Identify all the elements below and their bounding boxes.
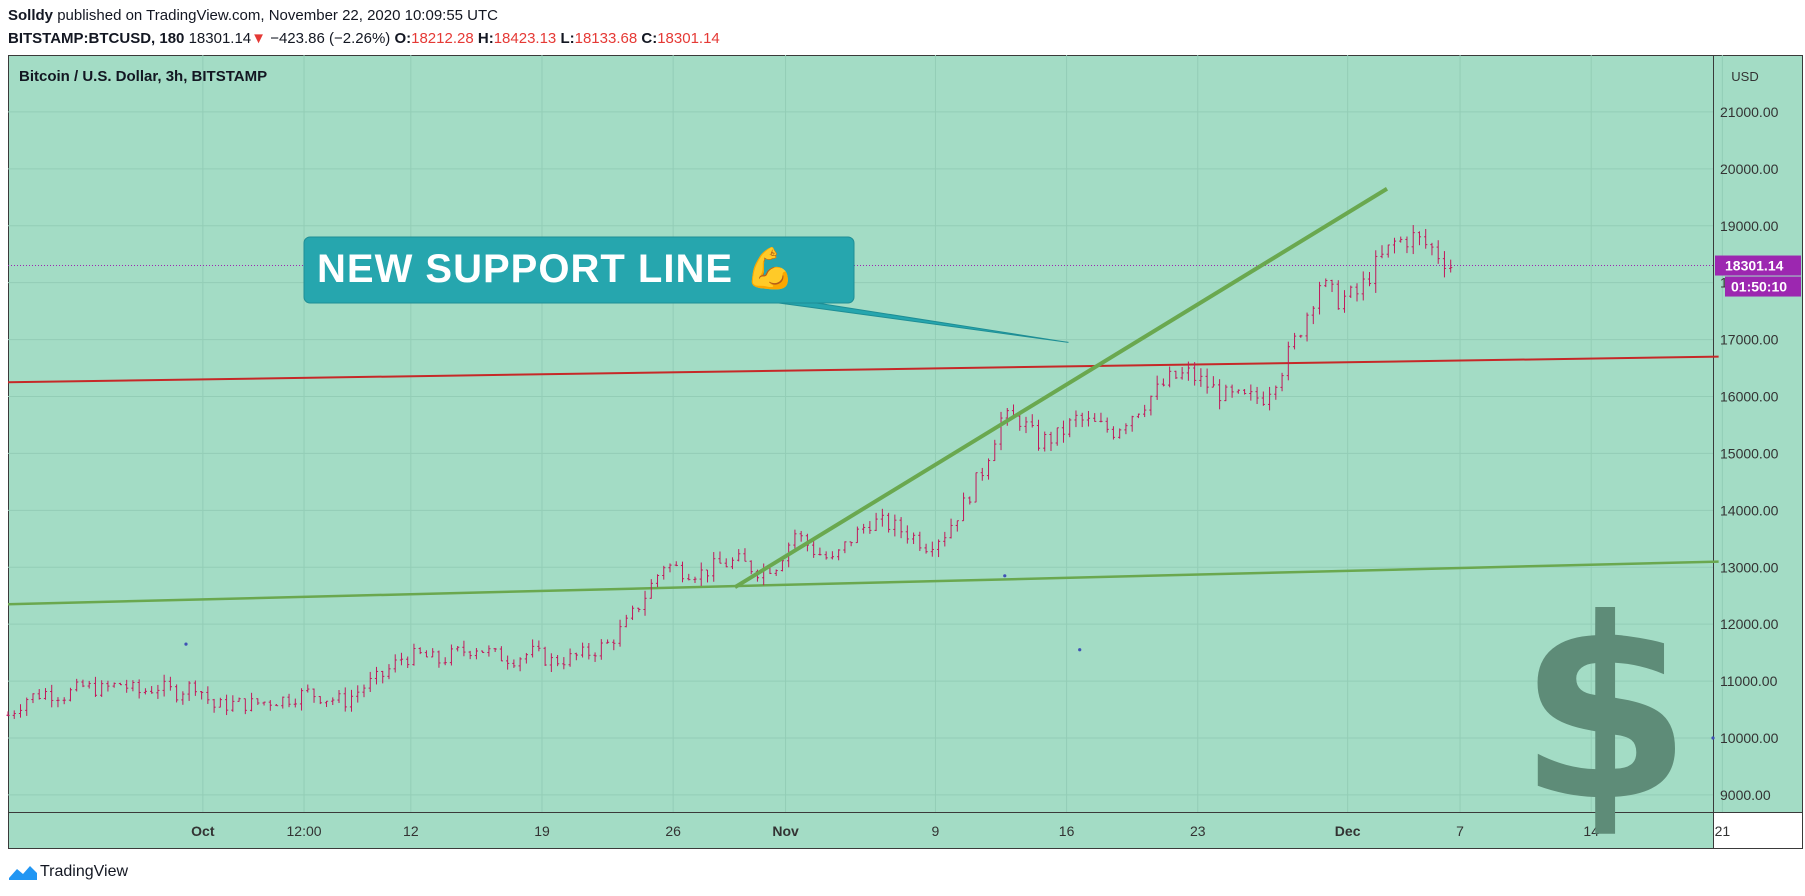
last-price: 18301.14 [188,30,252,47]
marker-dot [184,642,188,646]
callout-box[interactable] [303,236,855,304]
callout-text: NEW SUPPORT LINE 💪 [317,245,796,291]
lower-support-line[interactable] [7,560,1719,606]
publish-info: Solldy published on TradingView.com, Nov… [8,7,498,24]
callout[interactable]: NEW SUPPORT LINE 💪 [303,236,1069,343]
published-text: published on TradingView.com, November 2… [57,7,499,24]
y-tick-label: 15000.00 [1720,445,1779,461]
y-tick-label: 12000.00 [1720,616,1779,632]
last-price-text: 18301.14 [1725,258,1784,274]
y-tick-label: 16000.00 [1720,389,1779,405]
marker-dot [1711,736,1715,740]
close-value: 18301.14 [657,30,720,47]
x-tick-label: 12 [403,823,419,839]
y-tick-label: 10000.00 [1720,730,1779,746]
y-tick-label: 19000.00 [1720,218,1779,234]
tradingview-brand[interactable]: TradingView [8,863,128,881]
x-tick-label: Oct [191,823,215,839]
y-tick-label: 11000.00 [1720,673,1778,689]
close-label: C: [641,30,658,47]
down-arrow-icon: ▼ [251,30,267,47]
x-tick-label: 26 [665,823,681,839]
marker-dot [1078,648,1082,652]
y-tick-label: 13000.00 [1720,559,1779,575]
last-price-badge [1715,255,1801,276]
chart-pane[interactable] [8,55,1713,812]
chart-title: Bitcoin / U.S. Dollar, 3h, BITSTAMP [19,68,267,85]
resistance-line[interactable] [7,355,1719,384]
y-tick-label: 21000.00 [1720,104,1779,120]
countdown-text: 01:50:10 [1731,279,1787,295]
countdown-badge [1725,276,1801,297]
last-price-label[interactable]: 18301.14 [1715,255,1801,276]
price-axis[interactable] [1713,55,1803,812]
countdown-label: 01:50:10 [1725,276,1801,297]
brand-label: TradingView [40,863,129,880]
high-value: 18423.13 [493,30,557,47]
marker-dot [1003,574,1007,578]
x-tick-label: 14 [1583,823,1599,839]
ohlc-legend: BITSTAMP:BTCUSD, 180 18301.14▼ −423.86 (… [8,30,720,47]
chart-frame [8,55,1803,849]
candles [6,225,1453,719]
x-tick-label: 21 [1715,823,1731,839]
dollar-icon: $ [1518,565,1692,856]
low-value: 18133.68 [574,30,638,47]
y-tick-label: 20000.00 [1720,161,1779,177]
new-support-trendline[interactable] [733,187,1389,589]
open-label: O: [394,30,412,47]
x-tick-label: 16 [1059,823,1075,839]
x-tick-label: 19 [534,823,550,839]
price-change: −423.86 (−2.26%) [270,30,391,47]
author-name[interactable]: Solldy [8,7,54,24]
symbol-label: BITSTAMP:BTCUSD, 180 [8,30,185,47]
x-tick-label: Nov [772,823,799,839]
low-label: L: [560,30,575,47]
currency-label[interactable]: USD [1731,69,1758,84]
x-tick-label: 23 [1190,823,1206,839]
x-tick-label: 12:00 [287,823,322,839]
high-label: H: [477,30,494,47]
time-axis[interactable] [8,812,1713,848]
y-tick-label: 14000.00 [1720,502,1779,518]
x-tick-label: Dec [1335,823,1361,839]
y-tick-label: 17000.00 [1720,332,1779,348]
x-tick-label: 9 [932,823,940,839]
y-tick-label: 9000.00 [1720,787,1771,803]
x-tick-label: 7 [1456,823,1464,839]
tradingview-logo-icon [9,866,37,880]
open-value: 18212.28 [411,30,474,47]
